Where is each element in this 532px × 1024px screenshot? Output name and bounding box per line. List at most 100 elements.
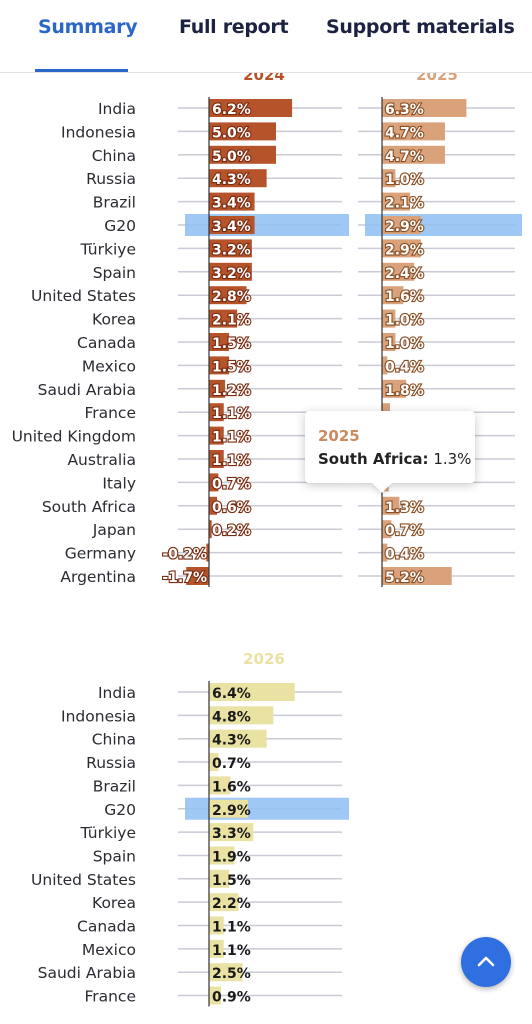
bar-mexico [209,939,224,958]
category-label-france: France [84,404,136,422]
bar-canada [209,916,224,935]
data-label-united-states: 1.5% [212,873,251,889]
tab-summary[interactable]: Summary [38,16,138,38]
data-label-indonesia: 4.8% [212,709,251,725]
bar-japan [382,520,392,539]
data-label-brazil: 1.6% [212,779,251,795]
data-label-t-rkiye: 3.3% [212,826,251,842]
bar-canada [209,333,230,351]
bar-t-rkiye [209,239,252,258]
data-label-saudi-arabia: 2.5% [212,966,251,982]
category-label-brazil: Brazil [93,194,136,212]
bar-korea [209,893,239,912]
chart-tooltip: 2025 South Africa: 1.3% [305,411,475,483]
category-label-g20: G20 [104,801,136,819]
category-label-saudi-arabia: Saudi Arabia [38,381,136,399]
bar-korea [382,309,396,328]
bar-south-africa [209,496,218,515]
tooltip-value: 1.3% [433,450,472,468]
scroll-to-top-button[interactable] [461,937,511,987]
bar-g20 [209,216,255,234]
data-label-south-africa: 0.6% [212,500,251,516]
data-label-united-states: 2.8% [212,289,251,305]
data-label-korea: 1.0% [385,313,424,329]
bar-india [209,99,293,117]
data-label-t-rkiye: 2.9% [385,242,424,258]
category-label-italy: Italy [102,474,136,492]
bar-china [382,145,445,164]
category-label-france: France [84,988,136,1006]
chart-2026: 2026 India 6.4% Indonesia 4.8% China 4.3% Russi… [31,650,349,1007]
bar-saudi-arabia [382,379,407,398]
chevron-up-icon [477,956,495,967]
category-label-indonesia: Indonesia [61,707,136,725]
category-label-south-africa: South Africa [42,498,136,516]
data-label-india: 6.4% [212,686,251,702]
category-label-t-rkiye: Türkiye [79,824,136,842]
bar-russia [209,753,219,772]
bar-china [209,145,276,164]
bar-france [209,986,222,1005]
category-label-united-states: United States [31,871,136,889]
category-label-australia: Australia [67,451,136,469]
bar-saudi-arabia [209,379,226,398]
category-label-united-kingdom: United Kingdom [12,428,136,446]
category-label-spain: Spain [93,847,136,865]
category-label-canada: Canada [77,334,136,352]
bar-g20 [209,799,248,818]
data-label-brazil: 3.4% [212,196,251,212]
bar-t-rkiye [209,823,254,842]
data-label-canada: 1.0% [385,336,424,352]
bar-argentina [186,567,209,585]
category-label-mexico: Mexico [82,941,136,959]
data-label-mexico: 0.4% [385,359,424,375]
category-label-india: India [98,684,136,702]
data-label-germany: -0.2% [162,547,207,563]
bar-russia [209,169,267,188]
data-label-india: 6.2% [212,102,251,118]
data-label-canada: 1.5% [212,336,251,352]
data-label-mexico: 1.5% [212,359,251,375]
category-label-russia: Russia [86,754,136,772]
data-label-argentina: -1.7% [162,570,207,586]
data-label-china: 4.7% [385,149,424,165]
data-label-spain: 3.2% [212,266,251,282]
bar-united-states [209,869,230,888]
tab-bar: Summary Full report Support materials [0,0,532,73]
bar-spain [209,846,235,865]
data-label-france: 1.1% [212,406,251,422]
chart-2025: 20256.3%4.7%4.7%1.0%2.1%2.9%2.9%2.4%1.6%… [358,66,522,587]
bar-france [209,403,224,422]
data-label-canada: 1.1% [212,920,251,936]
category-label-g20: G20 [104,217,136,235]
category-label-korea: Korea [92,311,136,329]
data-label-spain: 2.4% [385,266,424,282]
data-label-t-rkiye: 3.2% [212,242,251,258]
category-label-spain: Spain [93,264,136,282]
category-label-t-rkiye: Türkiye [79,240,136,258]
data-label-south-africa: 1.3% [385,500,424,516]
tab-full-report[interactable]: Full report [179,16,289,38]
data-label-italy: 0.7% [212,476,251,492]
bar-australia [209,450,224,468]
bar-united-states [382,286,404,305]
bar-mexico [209,356,230,375]
bar-indonesia [382,122,445,141]
bar-japan [209,520,212,539]
data-label-china: 4.3% [212,733,251,749]
data-label-korea: 2.2% [212,896,251,912]
bar-indonesia [209,706,274,725]
bar-spain [382,262,415,281]
bar-united-kingdom [209,426,224,445]
bar-india [382,99,467,117]
data-label-germany: 0.4% [385,547,424,563]
category-label-china: China [92,147,136,165]
bar-spain [209,262,252,281]
data-label-australia: 1.1% [212,453,251,469]
data-label-g20: 3.4% [212,219,251,235]
bar-indonesia [209,122,276,141]
data-label-korea: 2.1% [212,313,251,329]
data-label-united-kingdom: 1.1% [212,430,251,446]
category-label-germany: Germany [65,545,136,563]
tab-support-materials[interactable]: Support materials [326,16,515,38]
